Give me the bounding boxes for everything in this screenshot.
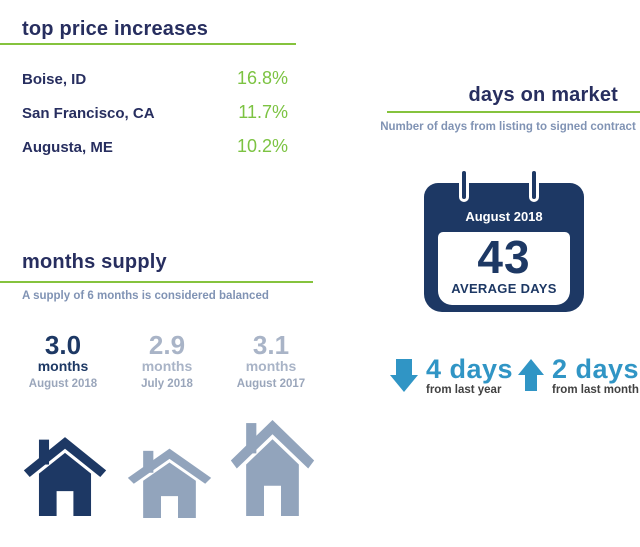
calendar-month-label: August 2018 [465,209,543,224]
stat-unit: months [37,358,89,374]
indicator-caption: from last month [552,384,639,396]
months-supply-title: months supply [22,251,167,273]
stat-period: July 2018 [141,378,193,390]
indicator-text: 4 days from last year [426,354,514,397]
house-icon-previous-month [127,445,212,518]
stat-period: August 2018 [28,378,98,390]
days-on-market-subtitle: Number of days from listing to signed co… [380,121,636,133]
months-supply-stats: 3.0 months August 2018 2.9 months July 2… [14,332,320,390]
stat-period: August 2017 [236,378,306,390]
stat-value: 3.0 [44,330,82,360]
indicator-text: 2 days from last month [552,354,640,397]
stat-previous-month: 2.9 months July 2018 [118,332,216,390]
up-arrow-icon [518,359,544,391]
indicator-value: 2 days [552,354,640,384]
price-increase-value: 11.7% [238,102,288,122]
stat-unit: months [245,358,297,374]
top-price-increases-list: Boise, ID 16.8% San Francisco, CA 11.7% … [22,68,288,170]
average-days-label: AVERAGE DAYS [451,281,557,296]
stat-value: 3.1 [252,330,290,360]
top-price-increases-title: top price increases [22,18,209,40]
days-on-market-title: days on market [468,84,618,106]
city-label: San Francisco, CA [22,105,155,122]
months-supply-divider [0,281,313,283]
stat-previous-year: 3.1 months August 2017 [222,332,320,390]
indicator-caption: from last year [426,384,502,396]
price-increase-value: 10.2% [236,136,288,156]
city-label: Boise, ID [22,71,87,88]
house-icon-current-month [23,433,107,516]
calendar-ring-icon [529,168,539,202]
top-price-increases-divider [0,43,296,45]
change-from-last-month: 2 days from last month [518,356,639,396]
stat-current-month: 3.0 months August 2018 [14,332,112,390]
city-label: Augusta, ME [22,139,113,156]
house-icon-previous-year [230,415,315,516]
calendar-ring-icon [459,168,469,202]
average-days-value: 43 [477,231,531,283]
calendar-panel: 43 AVERAGE DAYS [438,232,570,305]
indicator-value: 4 days [426,354,514,384]
list-item: Augusta, ME 10.2% [22,136,288,157]
down-arrow-icon [390,359,418,392]
days-on-market-divider [387,111,640,113]
price-increase-value: 16.8% [236,68,288,88]
list-item: San Francisco, CA 11.7% [22,102,288,123]
stat-value: 2.9 [148,330,186,360]
months-supply-subtitle: A supply of 6 months is considered balan… [22,290,269,302]
stat-unit: months [141,358,193,374]
calendar-icon: August 2018 43 AVERAGE DAYS [424,168,584,312]
list-item: Boise, ID 16.8% [22,68,288,89]
change-from-last-year: 4 days from last year [390,356,513,396]
